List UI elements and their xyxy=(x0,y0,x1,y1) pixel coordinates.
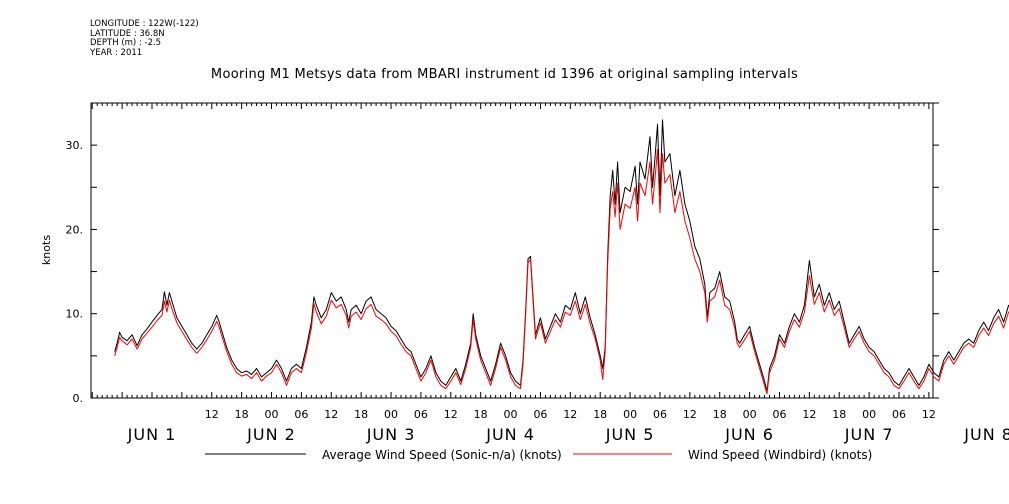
day-label: JUN 4 xyxy=(485,425,535,444)
axes-group xyxy=(90,102,939,399)
x-tick-label: 06 xyxy=(772,408,786,421)
x-tick-label: 18 xyxy=(713,408,727,421)
x-tick-label: 12 xyxy=(324,408,338,421)
y-axis-label: knots xyxy=(40,235,53,265)
x-tick-label: 12 xyxy=(205,408,219,421)
x-tick-label: 00 xyxy=(743,408,757,421)
x-tick-label: 00 xyxy=(384,408,398,421)
day-label: JUN 7 xyxy=(844,425,894,444)
year-text: YEAR : 2011 xyxy=(90,47,143,58)
day-label: JUN 6 xyxy=(724,425,774,444)
x-tick-label: 06 xyxy=(533,408,547,421)
x-tick-label: 12 xyxy=(444,408,458,421)
x-tick-label: 18 xyxy=(593,408,607,421)
y-tick-label: 0. xyxy=(73,392,84,405)
series-line-windbird-wind-speed xyxy=(114,148,1009,395)
day-label: JUN 8 xyxy=(963,425,1009,444)
legend-group: Average Wind Speed (Sonic-n/a) (knots) Wi… xyxy=(205,448,872,462)
x-tick-label: 18 xyxy=(235,408,249,421)
y-tick-label: 30. xyxy=(66,139,84,152)
x-tick-label: 18 xyxy=(354,408,368,421)
x-tick-label: 06 xyxy=(653,408,667,421)
legend-label-average: Average Wind Speed (Sonic-n/a) (knots) xyxy=(322,448,562,462)
x-tick-label: 12 xyxy=(922,408,936,421)
day-label: JUN 5 xyxy=(605,425,655,444)
x-tick-label: 12 xyxy=(802,408,816,421)
longitude-text: LONGITUDE : 122W(-122) xyxy=(90,19,199,29)
x-tick-label: 06 xyxy=(414,408,428,421)
latitude-text: LATITUDE : 36.8N xyxy=(90,28,165,39)
x-tick-label: 06 xyxy=(294,408,308,421)
series-line-average-wind-speed xyxy=(114,119,1009,392)
x-tick-label: 06 xyxy=(892,408,906,421)
legend-label-windbird: Wind Speed (Windbird) (knots) xyxy=(688,448,872,462)
x-tick-label: 18 xyxy=(474,408,488,421)
chart-title: Mooring M1 Metsys data from MBARI instru… xyxy=(210,67,799,82)
x-tick-label: 12 xyxy=(683,408,697,421)
series-group xyxy=(114,119,1009,395)
x-tick-label: 12 xyxy=(563,408,577,421)
y-tick-label: 10. xyxy=(66,308,84,321)
depth-text: DEPTH (m) : -2.5 xyxy=(90,38,162,48)
plot-frame xyxy=(90,102,934,399)
day-label: JUN 1 xyxy=(127,425,177,444)
x-tick-label: 00 xyxy=(862,408,876,421)
x-tick-label: 18 xyxy=(832,408,846,421)
y-tick-label: 20. xyxy=(66,223,84,236)
x-tick-label: 00 xyxy=(623,408,637,421)
day-label: JUN 2 xyxy=(246,425,296,444)
x-tick-label: 00 xyxy=(504,408,518,421)
metadata-block: LONGITUDE : 122W(-122) LATITUDE : 36.8N … xyxy=(90,19,199,58)
labels-group: 0. 10. 20. 30. knots 12 18 00 06 12 18 00 06 12 18 00 06… xyxy=(40,139,1009,444)
x-tick-label: 00 xyxy=(265,408,279,421)
day-label: JUN 3 xyxy=(366,425,416,444)
